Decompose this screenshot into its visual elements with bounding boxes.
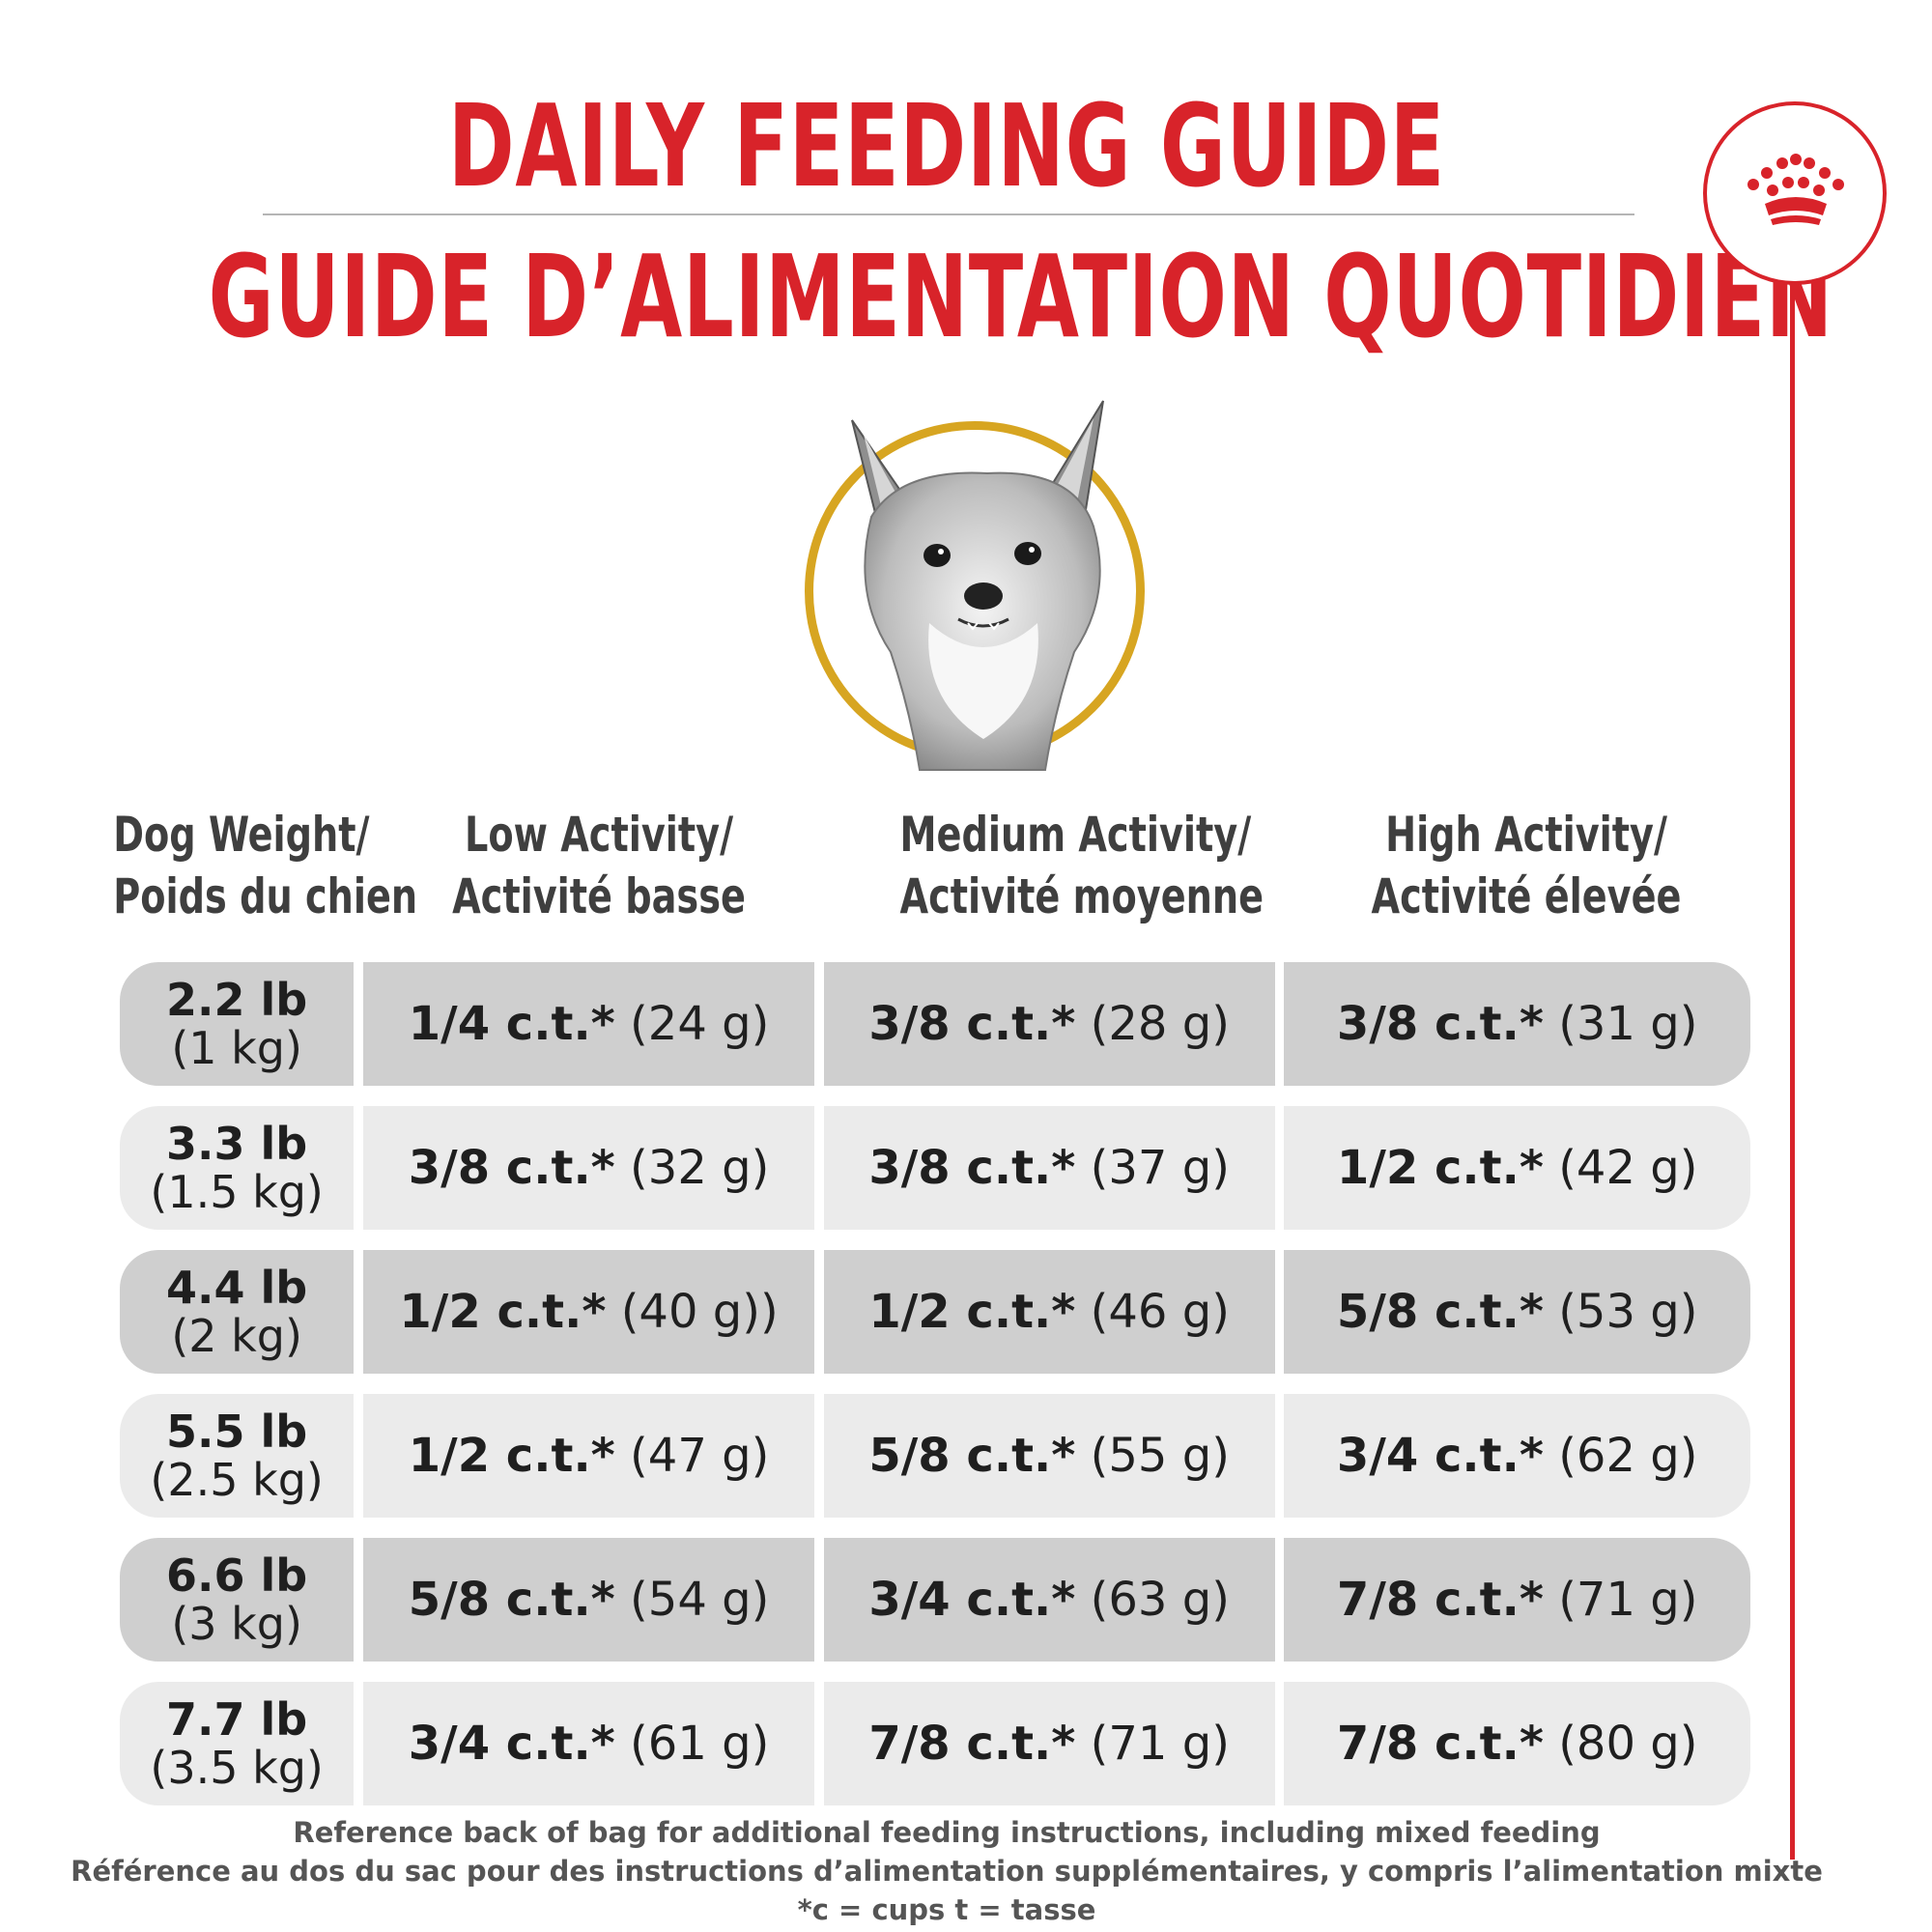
column-separator: [813, 962, 824, 1086]
medium-activity-cell: 3/4 c.t.* (63 g): [868, 1573, 1230, 1627]
chihuahua-dog-illustration: [851, 400, 1104, 771]
high-activity-cell: 5/8 c.t.* (53 g): [1336, 1285, 1698, 1339]
weight-kg: (1.5 kg): [150, 1166, 324, 1218]
header-medium-activity: Medium Activity/ Activité moyenne: [899, 807, 1264, 924]
column-separator: [1274, 1250, 1285, 1374]
column-separator: [354, 1394, 364, 1518]
low-activity-cell: 1/2 c.t.* (40 g)): [399, 1285, 779, 1339]
medium-activity-cell: 3/8 c.t.* (28 g): [868, 997, 1230, 1051]
high-activity-cell: 3/4 c.t.* (62 g): [1336, 1429, 1698, 1483]
weight-lb: 4.4 lb: [166, 1262, 308, 1314]
table-row: 2.2 lb (1 kg) 1/4 c.t.* (24 g) 3/8 c.t.*…: [120, 962, 1750, 1086]
crown-icon: [1747, 154, 1844, 225]
low-activity-cell: 3/4 c.t.* (61 g): [408, 1717, 770, 1771]
column-separator: [1274, 962, 1285, 1086]
column-separator: [813, 1682, 824, 1805]
header-low-activity: Low Activity/ Activité basse: [452, 807, 746, 924]
weight-lb: 5.5 lb: [166, 1406, 308, 1458]
low-activity-cell: 1/4 c.t.* (24 g): [408, 997, 770, 1051]
title-divider: [263, 213, 1634, 215]
medium-activity-cell: 7/8 c.t.* (71 g): [868, 1717, 1230, 1771]
column-separator: [1274, 1106, 1285, 1230]
medium-activity-cell: 1/2 c.t.* (46 g): [868, 1285, 1230, 1339]
weight-kg: (1 kg): [171, 1022, 302, 1074]
header-dog-weight: Dog Weight/ Poids du chien: [113, 807, 418, 924]
logo-vertical-line: [1790, 285, 1795, 1860]
column-separator: [1274, 1682, 1285, 1805]
weight-cell: 5.5 lb (2.5 kg): [120, 1394, 354, 1518]
column-separator: [354, 1250, 364, 1374]
weight-lb: 2.2 lb: [166, 974, 308, 1026]
page-title-french: GUIDE D’ALIMENTATION QUOTIDIEN: [208, 230, 1834, 363]
column-separator: [813, 1106, 824, 1230]
medium-activity-cell: 3/8 c.t.* (37 g): [868, 1141, 1230, 1195]
high-activity-cell: 7/8 c.t.* (71 g): [1336, 1573, 1698, 1627]
column-separator: [813, 1394, 824, 1518]
table-row: 5.5 lb (2.5 kg) 1/2 c.t.* (47 g) 5/8 c.t…: [120, 1394, 1750, 1518]
medium-activity-cell: 5/8 c.t.* (55 g): [868, 1429, 1230, 1483]
column-separator: [354, 1106, 364, 1230]
dog-portrait: [805, 400, 1145, 771]
footnote-english: Reference back of bag for additional fee…: [293, 1816, 1601, 1849]
column-separator: [813, 1538, 824, 1662]
weight-kg: (3.5 kg): [150, 1742, 324, 1794]
weight-kg: (3 kg): [171, 1598, 302, 1650]
table-row: 3.3 lb (1.5 kg) 3/8 c.t.* (32 g) 3/8 c.t…: [120, 1106, 1750, 1230]
page-title-english: DAILY FEEDING GUIDE: [447, 79, 1446, 213]
weight-kg: (2 kg): [171, 1310, 302, 1362]
table-row: 4.4 lb (2 kg) 1/2 c.t.* (40 g)) 1/2 c.t.…: [120, 1250, 1750, 1374]
table-row: 7.7 lb (3.5 kg) 3/4 c.t.* (61 g) 7/8 c.t…: [120, 1682, 1750, 1805]
column-separator: [1274, 1538, 1285, 1662]
weight-cell: 7.7 lb (3.5 kg): [120, 1682, 354, 1805]
weight-cell: 4.4 lb (2 kg): [120, 1250, 354, 1374]
column-separator: [1274, 1394, 1285, 1518]
column-separator: [813, 1250, 824, 1374]
weight-lb: 3.3 lb: [166, 1118, 308, 1170]
weight-kg: (2.5 kg): [150, 1454, 324, 1506]
brand-logo: [1703, 101, 1887, 285]
table-headers: Dog Weight/ Poids du chien Low Activity/…: [0, 804, 1932, 939]
high-activity-cell: 1/2 c.t.* (42 g): [1336, 1141, 1698, 1195]
weight-cell: 2.2 lb (1 kg): [120, 962, 354, 1086]
weight-cell: 6.6 lb (3 kg): [120, 1538, 354, 1662]
column-separator: [354, 962, 364, 1086]
header-high-activity: High Activity/ Activité élevée: [1371, 807, 1682, 924]
weight-lb: 7.7 lb: [166, 1693, 308, 1746]
table-row: 6.6 lb (3 kg) 5/8 c.t.* (54 g) 3/4 c.t.*…: [120, 1538, 1750, 1662]
high-activity-cell: 3/8 c.t.* (31 g): [1336, 997, 1698, 1051]
low-activity-cell: 5/8 c.t.* (54 g): [408, 1573, 770, 1627]
low-activity-cell: 1/2 c.t.* (47 g): [408, 1429, 770, 1483]
high-activity-cell: 7/8 c.t.* (80 g): [1336, 1717, 1698, 1771]
footnote-units: *c = cups t = tasse: [797, 1893, 1096, 1926]
column-separator: [354, 1538, 364, 1662]
low-activity-cell: 3/8 c.t.* (32 g): [408, 1141, 770, 1195]
column-separator: [354, 1682, 364, 1805]
weight-lb: 6.6 lb: [166, 1549, 308, 1602]
footnote-french: Référence au dos du sac pour des instruc…: [71, 1855, 1823, 1888]
weight-cell: 3.3 lb (1.5 kg): [120, 1106, 354, 1230]
